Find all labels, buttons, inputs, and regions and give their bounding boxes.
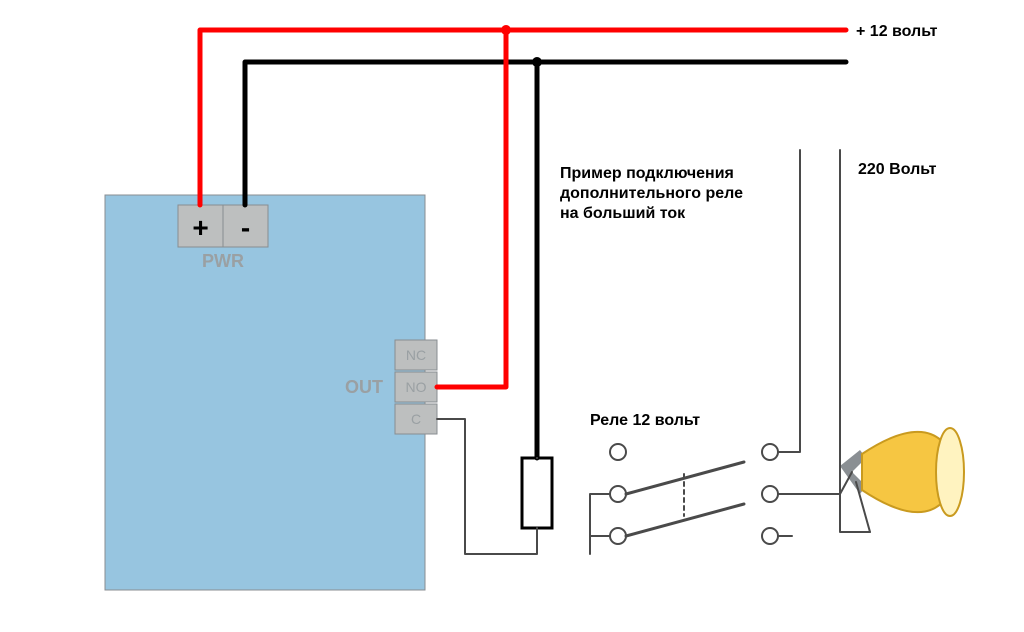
- nc-label: NC: [406, 347, 426, 363]
- relay-coil: [522, 458, 552, 528]
- lamp-icon: [840, 428, 964, 532]
- label-example-l1: Пример подключения: [560, 165, 734, 182]
- label-example-l3: на больший ток: [560, 205, 686, 222]
- c-label: C: [411, 411, 421, 427]
- pwr-label: PWR: [202, 251, 244, 271]
- label-220v: 220 Вольт: [858, 161, 937, 178]
- no-label: NO: [406, 379, 427, 395]
- pwr-minus-label: -: [241, 212, 250, 243]
- relay-contacts: [610, 444, 778, 544]
- wiring-diagram: + - PWR NC NO C OUT + 12 вольт 220 Вольт…: [0, 0, 1024, 632]
- label-12v: + 12 вольт: [856, 23, 938, 40]
- out-label: OUT: [345, 377, 383, 397]
- label-relay-12v: Реле 12 вольт: [590, 412, 700, 429]
- pwr-plus-label: +: [192, 212, 208, 243]
- label-example-l2: дополнительного реле: [560, 185, 743, 202]
